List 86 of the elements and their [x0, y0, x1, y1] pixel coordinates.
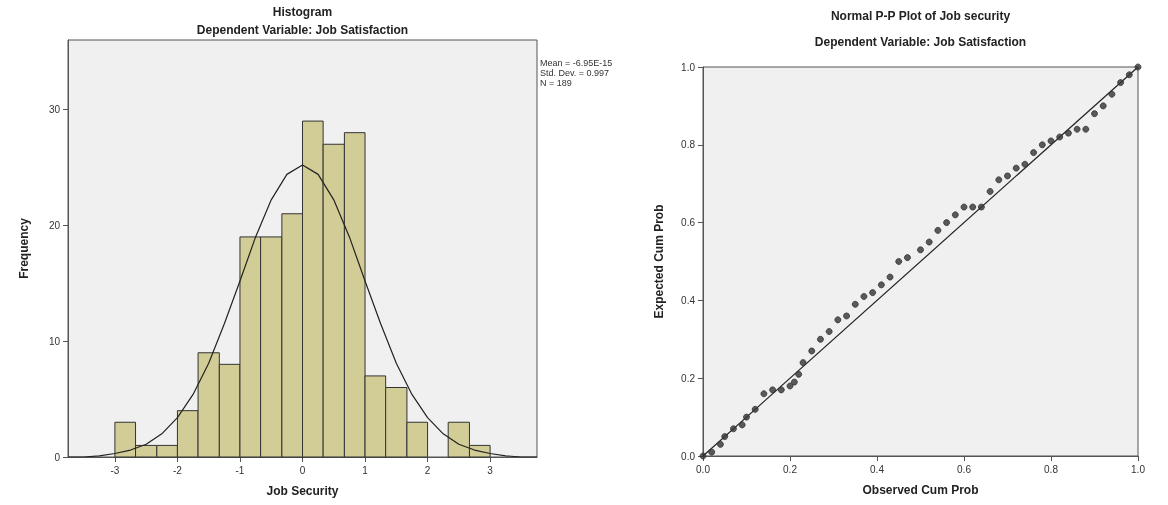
chart-title: Histogram — [272, 5, 333, 19]
chart-subtitle: Dependent Variable: Job Satisfaction — [814, 35, 1027, 49]
point — [777, 386, 785, 394]
point — [834, 316, 842, 324]
x-tick-label: -1 — [235, 464, 245, 476]
x-tick-label: 1.0 — [1131, 463, 1146, 475]
point — [860, 293, 868, 301]
point — [808, 347, 816, 355]
point — [738, 421, 746, 429]
x-tick-label: 0.6 — [957, 463, 972, 475]
point — [760, 390, 768, 398]
point — [816, 335, 824, 343]
y-tick-label: 1.0 — [681, 61, 696, 73]
y-axis-title: Expected Cum Prob — [652, 204, 666, 319]
x-tick-label: 0 — [299, 464, 306, 476]
x-tick-label: 0.0 — [696, 463, 711, 475]
y-axis-title: Frequency — [17, 217, 31, 279]
point — [1108, 90, 1116, 98]
point — [917, 246, 924, 254]
y-tick-label: 0 — [54, 451, 61, 463]
x-tick-label: -2 — [172, 464, 183, 476]
text: Mean = -6.95E-15 — [540, 57, 613, 68]
point — [790, 378, 798, 386]
y-tick-label: 0.2 — [681, 372, 696, 384]
y-tick-label: 0.4 — [681, 294, 696, 306]
y-tick-label: 0.0 — [681, 450, 696, 462]
x-tick-label: 3 — [487, 464, 494, 476]
point — [751, 405, 759, 413]
point — [729, 425, 737, 433]
point — [1125, 71, 1133, 79]
x-tick-label: 1 — [362, 464, 369, 476]
point — [1030, 149, 1038, 157]
point — [799, 359, 807, 367]
x-tick-label: 2 — [424, 464, 431, 476]
point — [1038, 141, 1046, 149]
point — [995, 176, 1003, 184]
point — [721, 433, 729, 441]
point — [786, 382, 794, 390]
point — [1117, 79, 1125, 87]
point — [895, 258, 903, 265]
x-tick-label: -3 — [110, 464, 120, 476]
point — [825, 328, 833, 336]
point — [1004, 172, 1011, 180]
point — [843, 312, 851, 320]
point — [1091, 110, 1098, 118]
point — [943, 219, 951, 227]
point — [1134, 63, 1142, 71]
point — [886, 273, 894, 281]
y-tick-label: 20 — [48, 219, 61, 231]
point — [977, 203, 985, 211]
y-tick-label: 30 — [48, 104, 61, 115]
point — [877, 281, 885, 289]
point — [1099, 102, 1107, 110]
point — [1064, 129, 1072, 137]
x-tick-label: 0.4 — [870, 463, 885, 475]
point — [951, 211, 959, 219]
y-tick-label: 10 — [48, 335, 61, 347]
point — [1021, 160, 1029, 168]
point — [1073, 125, 1081, 133]
text: N = 189 — [540, 77, 572, 88]
chart-title: Normal P-P Plot of Job security — [830, 9, 1011, 23]
text: Std. Dev. = 0.997 — [540, 67, 610, 78]
y-tick-label: 0.6 — [681, 217, 696, 229]
point — [986, 187, 994, 195]
point — [743, 413, 750, 421]
point — [708, 448, 716, 456]
x-axis-title: Observed Cum Prob — [862, 483, 979, 497]
x-axis-title: Job Security — [266, 484, 339, 498]
point — [716, 440, 724, 448]
point — [1012, 164, 1020, 172]
point — [869, 289, 877, 297]
point — [1047, 137, 1055, 145]
y-tick-label: 0.8 — [681, 139, 696, 151]
point — [960, 203, 968, 211]
point — [969, 203, 977, 211]
point — [925, 238, 933, 246]
point — [934, 226, 942, 234]
point — [903, 254, 911, 262]
point — [795, 370, 803, 378]
point — [1056, 133, 1064, 141]
point — [851, 300, 859, 308]
x-tick-label: 0.2 — [783, 463, 798, 475]
chart-subtitle: Dependent Variable: Job Satisfaction — [196, 23, 409, 37]
x-tick-label: 0.8 — [1044, 463, 1059, 475]
point — [769, 386, 777, 394]
point — [1082, 125, 1090, 133]
